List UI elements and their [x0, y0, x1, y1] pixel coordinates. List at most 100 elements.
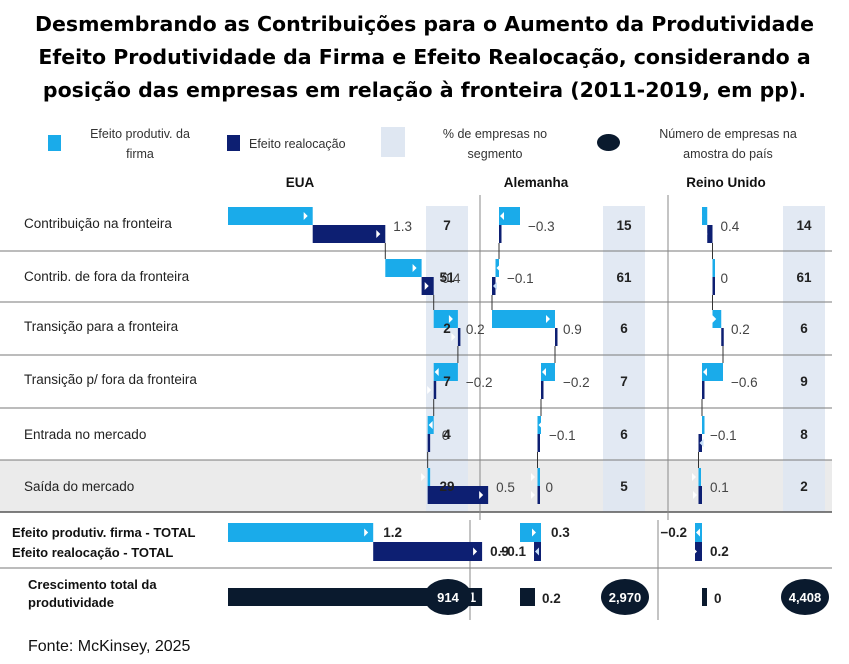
bar-realloc-1-4-marker [531, 439, 535, 447]
total-bar-firm-0-marker [364, 528, 369, 537]
bar-firm-0-2-marker [448, 315, 453, 323]
total-value-realloc-2: 0.2 [710, 544, 729, 559]
pct-value-0-4: 4 [443, 427, 451, 442]
total-bar-realloc-0 [373, 542, 483, 561]
bar-firm-1-2 [492, 310, 555, 328]
bar-firm-0-0 [228, 207, 313, 225]
total-value-firm-2: −0.2 [660, 525, 687, 540]
bar-realloc-1-1-marker [493, 282, 497, 290]
pct-value-1-2: 6 [620, 321, 628, 336]
bar-realloc-1-0-marker [492, 230, 497, 238]
bar-firm-0-1-marker [412, 264, 417, 272]
bar-realloc-2-5-marker [693, 491, 697, 499]
pct-value-1-4: 6 [620, 427, 628, 442]
row-label-3: Transição p/ fora da fronteira [24, 372, 197, 387]
title-line-2: Efeito Produtividade da Firma e Efeito R… [38, 45, 811, 69]
growth-bar-0 [228, 588, 483, 606]
pct-value-0-2: 2 [443, 321, 451, 336]
pct-value-2-5: 2 [800, 479, 808, 494]
exit-row-background [0, 460, 832, 512]
legend-pct: % de empresas no segmento [442, 127, 548, 161]
bar-firm-2-0-marker [698, 212, 703, 220]
value-label-1-5: 0 [546, 480, 554, 495]
bar-firm-1-3-marker [542, 368, 546, 376]
source-note: Fonte: McKinsey, 2025 [28, 638, 191, 655]
value-label-0-4: 0 [442, 428, 450, 443]
pct-value-0-0: 7 [443, 218, 451, 233]
pct-column-bg-0 [426, 206, 468, 512]
bar-firm-1-1-marker [496, 264, 501, 272]
value-label-0-3: −0.2 [466, 375, 493, 390]
value-label-1-2: 0.9 [563, 322, 582, 337]
bar-realloc-0-2 [457, 328, 461, 346]
bar-firm-2-2 [712, 310, 722, 328]
value-label-0-5: 0.5 [496, 480, 515, 495]
bar-realloc-2-1 [712, 277, 715, 295]
bar-firm-1-2-marker [546, 315, 550, 323]
legend-swatch-realloc [227, 135, 240, 151]
pct-value-2-1: 61 [796, 270, 812, 285]
total-bar-realloc-1-marker [535, 547, 539, 556]
bar-firm-0-5-marker [421, 473, 426, 481]
bar-firm-2-5 [698, 468, 701, 486]
total-label-realloc: Efeito realocação - TOTAL [12, 545, 174, 560]
growth-bar-1 [520, 588, 535, 606]
row-label-2: Transição para a fronteira [24, 319, 179, 334]
bar-realloc-2-0-marker [703, 230, 708, 238]
bar-firm-1-0 [499, 207, 520, 225]
bar-realloc-1-2 [555, 328, 558, 346]
bar-realloc-2-3-marker [695, 386, 700, 394]
bar-firm-0-3 [433, 363, 458, 381]
value-label-2-2: 0.2 [731, 322, 750, 337]
legend-swatch-pct [381, 127, 405, 157]
pct-value-2-4: 8 [800, 427, 808, 442]
value-label-2-3: −0.6 [731, 375, 758, 390]
row-label-5: Saída do mercado [24, 479, 135, 494]
value-label-2-0: 0.4 [721, 219, 740, 234]
bar-realloc-1-5-marker [531, 491, 535, 499]
bar-firm-0-1 [385, 259, 422, 277]
total-value-firm-1: 0.3 [551, 525, 570, 540]
bar-firm-2-3-marker [703, 368, 707, 376]
count-value-2: 4,408 [789, 590, 822, 605]
count-ellipse-1 [601, 579, 649, 615]
bar-firm-2-4 [702, 416, 705, 434]
count-value-0: 914 [437, 590, 459, 605]
bar-realloc-0-4-marker [421, 439, 426, 447]
pct-value-1-5: 5 [620, 479, 628, 494]
bar-realloc-1-5 [537, 486, 540, 504]
value-label-0-0: 1.3 [393, 219, 412, 234]
value-label-1-4: −0.1 [549, 428, 576, 443]
pct-value-0-3: 7 [443, 374, 451, 389]
bar-realloc-1-0 [499, 225, 502, 243]
value-label-2-4: −0.1 [710, 428, 737, 443]
bar-realloc-2-4-marker [699, 439, 704, 447]
growth-value-2: 0 [714, 591, 722, 606]
pct-column-bg-2 [783, 206, 825, 512]
bar-firm-2-5-marker [692, 473, 696, 481]
bar-firm-2-0 [702, 207, 708, 225]
bar-realloc-1-3-marker [534, 386, 539, 394]
count-ellipse-2 [781, 579, 829, 615]
total-bar-realloc-2-marker [693, 547, 697, 556]
pct-value-2-2: 6 [800, 321, 808, 336]
bar-realloc-1-2-marker [548, 333, 553, 341]
pct-column-bg-1 [603, 206, 645, 512]
row-label-0: Contribuição na fronteira [24, 216, 172, 231]
bar-realloc-1-3 [541, 381, 544, 399]
value-label-2-1: 0 [721, 271, 729, 286]
bar-realloc-2-2 [721, 328, 724, 346]
col-header-eua: EUA [285, 175, 315, 190]
bar-firm-2-2-marker [712, 315, 717, 323]
bar-realloc-2-3 [702, 381, 705, 399]
bar-realloc-1-4 [537, 434, 540, 452]
total-bar-firm-0 [228, 523, 374, 542]
bar-firm-1-3 [541, 363, 555, 381]
pct-value-2-3: 9 [800, 374, 808, 389]
value-label-1-3: −0.2 [563, 375, 590, 390]
bar-firm-1-0-marker [500, 212, 504, 220]
pct-value-0-1: 51 [439, 270, 455, 285]
total-bar-firm-1 [520, 523, 541, 542]
pct-value-0-5: 29 [439, 479, 454, 494]
pct-value-1-3: 7 [620, 374, 628, 389]
